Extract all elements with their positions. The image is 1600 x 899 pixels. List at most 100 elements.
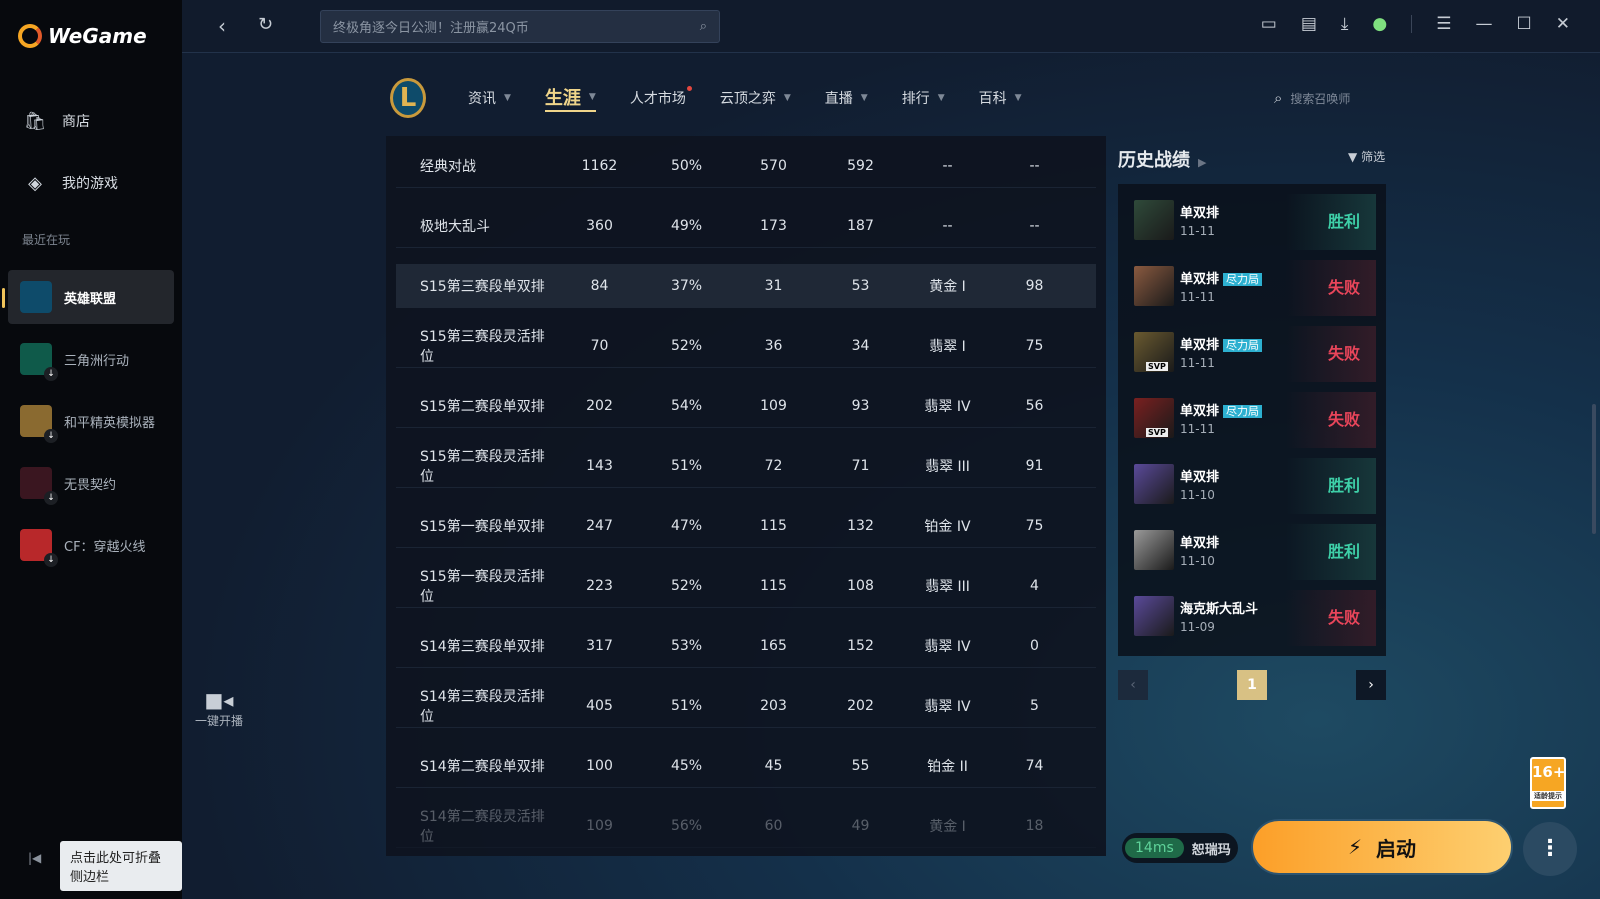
filter-icon: ▼ xyxy=(1348,150,1358,164)
champion-avatar xyxy=(1134,266,1174,306)
recent-label: 最近在玩 xyxy=(22,233,71,247)
tab-6[interactable]: 百科 ▼ xyxy=(979,88,1022,108)
match-item[interactable]: 单双排 11-10 胜利 xyxy=(1118,520,1386,580)
table-cell: 115 xyxy=(760,577,787,594)
table-row[interactable]: S14第三赛段单双排 317 53% 165 152 翡翠 IV 0 xyxy=(396,624,1096,668)
table-row[interactable]: S14第二赛段灵活排位 109 56% 60 49 黄金 I 18 xyxy=(396,804,1096,848)
tab-5[interactable]: 排行 ▼ xyxy=(902,88,945,108)
collapse-sidebar-icon[interactable]: |◀ xyxy=(28,851,42,865)
tab-1[interactable]: 生涯 ▼ xyxy=(544,84,596,112)
message-icon[interactable]: ▤ xyxy=(1300,14,1317,34)
back-icon[interactable]: ‹ xyxy=(218,14,226,38)
maximize-icon[interactable]: ☐ xyxy=(1516,14,1532,34)
history-title[interactable]: 历史战绩 ▶ xyxy=(1118,150,1207,171)
table-row[interactable]: 极地大乱斗 360 49% 173 187 -- -- xyxy=(396,204,1096,248)
game-icon: ↓ xyxy=(20,467,58,505)
sidebar-game-item[interactable]: 英雄联盟 xyxy=(2,270,174,324)
menu-icon[interactable]: ☰ xyxy=(1436,14,1452,34)
user-avatar-icon[interactable]: ● xyxy=(1372,14,1388,34)
table-cell: S15第三赛段单双排 xyxy=(420,279,545,295)
match-item[interactable]: 海克斯大乱斗 11-09 失败 xyxy=(1118,586,1386,646)
table-cell: 71 xyxy=(851,457,870,474)
search-icon[interactable]: ⌕ xyxy=(699,19,707,34)
mode-label: 单双排 xyxy=(1180,338,1220,353)
table-cell: S15第二赛段单双排 xyxy=(420,398,545,415)
tab-0[interactable]: 资讯 ▼ xyxy=(468,88,511,108)
sidebar-item-shop[interactable]: 🛍 商店 xyxy=(22,108,90,134)
table-row[interactable]: S15第一赛段灵活排位 223 52% 115 108 翡翠 III 4 xyxy=(396,564,1096,608)
table-cell: 143 xyxy=(586,457,613,474)
download-icon[interactable]: ⤓ xyxy=(1340,14,1349,34)
table-cell: 93 xyxy=(851,397,870,414)
tab-label: 云顶之弈 xyxy=(719,91,776,107)
table-row[interactable]: S14第二赛段单双排 100 45% 45 55 铂金 II 74 xyxy=(396,744,1096,788)
tab-3[interactable]: 云顶之弈 ▼ xyxy=(720,88,791,108)
sidebar-game-item[interactable]: ↓ 和平精英模拟器 xyxy=(8,394,174,448)
table-row[interactable]: S15第三赛段灵活排位 70 52% 36 34 翡翠 I 75 xyxy=(396,324,1096,368)
topbar: ‹ ↻ 终极角逐今日公测！注册赢24Q币 ⌕ ▭ ▤ ⤓ ● ☰ — ☐ ✕ xyxy=(182,0,1600,53)
table-cell: 109 xyxy=(760,397,787,414)
match-item[interactable]: SVP 单双排 尽力局 11-11 失败 xyxy=(1118,322,1386,382)
table-row[interactable]: S14第三赛段灵活排位 405 51% 203 202 翡翠 IV 5 xyxy=(396,684,1096,728)
ping: 14ms xyxy=(1125,838,1184,858)
table-row[interactable]: 经典对战 1162 50% 570 592 -- -- xyxy=(396,144,1096,188)
folder-icon[interactable]: ▭ xyxy=(1260,14,1277,34)
next-page-button[interactable]: › xyxy=(1356,670,1386,700)
filter-button[interactable]: ▼ 筛选 xyxy=(1348,150,1386,164)
match-item[interactable]: 单双排 11-11 胜利 xyxy=(1118,190,1386,250)
sidebar-item-my-games[interactable]: ◈ 我的游戏 xyxy=(22,170,118,196)
sidebar-game-item[interactable]: ↓ CF：穿越火线 xyxy=(8,518,174,572)
table-row[interactable]: S15第三赛段单双排 84 37% 31 53 黄金 I 98 xyxy=(396,264,1096,308)
table-cell: 翡翠 I xyxy=(929,338,966,355)
more-options-button[interactable]: ⋮ xyxy=(1523,822,1577,876)
table-cell: 52% xyxy=(670,337,703,354)
wegame-logo[interactable]: WeGame xyxy=(18,24,147,48)
caret-down-icon: ▼ xyxy=(1014,93,1022,103)
sidebar-game-item[interactable]: ↓ 无畏契约 xyxy=(8,456,174,510)
scrollbar[interactable] xyxy=(1592,404,1596,534)
tab-label: 生涯 xyxy=(544,88,581,109)
match-date: 11-10 xyxy=(1180,554,1215,568)
launch-button[interactable]: ⚡ 启动 xyxy=(1251,819,1513,875)
tab-2[interactable]: 人才市场 xyxy=(630,86,692,108)
match-date: 11-11 xyxy=(1180,356,1215,370)
close-icon[interactable]: ✕ xyxy=(1555,14,1570,34)
games-icon: ◈ xyxy=(28,172,42,194)
match-date: 11-09 xyxy=(1180,620,1215,634)
table-cell: S14第二赛段单双排 xyxy=(420,758,545,775)
tab-label: 直播 xyxy=(824,91,853,107)
record-stream-button[interactable]: ■◂ 一键开播 xyxy=(195,688,244,728)
champion-avatar xyxy=(1134,464,1174,504)
game-icon: ↓ xyxy=(20,405,58,443)
table-cell: 经典对战 xyxy=(420,158,476,175)
match-item[interactable]: SVP 单双排 尽力局 11-11 失败 xyxy=(1118,388,1386,448)
match-mode: 单双排 尽力局 xyxy=(1180,268,1263,287)
prev-page-button[interactable]: ‹ xyxy=(1118,670,1148,700)
server-selector[interactable]: 14ms 恕瑞玛 xyxy=(1122,833,1238,863)
page-1-button[interactable]: 1 xyxy=(1237,670,1267,700)
table-cell: 翡翠 IV xyxy=(924,638,971,655)
table-cell: 202 xyxy=(847,697,874,714)
search-input[interactable]: 终极角逐今日公测！注册赢24Q币 ⌕ xyxy=(320,10,720,43)
lol-logo[interactable]: L xyxy=(390,78,426,118)
minimize-icon[interactable]: — xyxy=(1475,14,1493,34)
table-cell: 54% xyxy=(670,397,703,414)
match-item[interactable]: 单双排 尽力局 11-11 失败 xyxy=(1118,256,1386,316)
refresh-icon[interactable]: ↻ xyxy=(258,14,274,35)
match-mode: 单双排 xyxy=(1180,466,1219,485)
table-row[interactable]: S15第二赛段单双排 202 54% 109 93 翡翠 IV 56 xyxy=(396,384,1096,428)
game-label: 三角洲行动 xyxy=(64,353,130,369)
table-cell: 165 xyxy=(760,637,787,654)
table-cell: S15第一赛段单双排 xyxy=(420,518,545,535)
summoner-search[interactable]: ⌕ 搜索召唤师 xyxy=(1274,89,1351,107)
sidebar-game-item[interactable]: ↓ 三角洲行动 xyxy=(8,332,174,386)
table-cell: 翡翠 III xyxy=(925,578,970,595)
table-cell: 45 xyxy=(764,757,783,774)
table-cell: 55 xyxy=(851,757,870,774)
tab-4[interactable]: 直播 ▼ xyxy=(825,88,868,108)
table-cell: 70 xyxy=(590,337,609,354)
table-row[interactable]: S15第二赛段灵活排位 143 51% 72 71 翡翠 III 91 xyxy=(396,444,1096,488)
table-row[interactable]: S15第一赛段单双排 247 47% 115 132 铂金 IV 75 xyxy=(396,504,1096,548)
match-item[interactable]: 单双排 11-10 胜利 xyxy=(1118,454,1386,514)
table-cell: 203 xyxy=(760,697,787,714)
